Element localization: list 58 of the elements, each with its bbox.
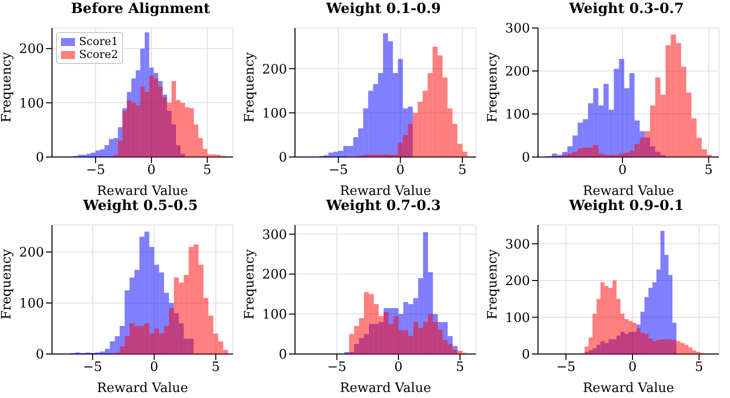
y-tick-label: 300	[505, 22, 530, 37]
y-tick-label: 100	[19, 296, 44, 312]
y-tick-label: 0	[278, 348, 287, 363]
y-tick-label: 100	[505, 108, 530, 123]
y-tick-label: 200	[262, 62, 287, 78]
y-tick-label: 200	[19, 246, 44, 261]
x-tick-label: 5	[212, 360, 220, 376]
x-tick-label: −5	[83, 360, 102, 376]
y-axis-title: Frequency	[242, 52, 258, 122]
y-tick-label: 0	[522, 348, 530, 363]
x-tick-label: 0	[628, 360, 637, 376]
y-axis-title: Frequency	[242, 248, 258, 320]
x-tick-label: −5	[328, 163, 348, 178]
y-tick-label: 0	[36, 348, 44, 363]
x-axis-title: Reward Value	[340, 184, 432, 199]
legend-label: Score2	[79, 48, 118, 61]
x-axis-title: Reward Value	[340, 381, 432, 396]
x-tick-label: 0	[618, 163, 627, 178]
x-tick-label: 0	[396, 163, 405, 178]
chart-title: Before Alignment	[70, 0, 212, 18]
x-tick-label: −5	[327, 360, 346, 376]
chart-title: Weight 0.5-0.5	[82, 197, 199, 215]
y-tick-label: 0	[278, 150, 287, 166]
chart-title: Weight 0.9-0.1	[568, 197, 685, 215]
x-tick-label: 5	[456, 360, 464, 376]
y-axis-title: Frequency	[486, 248, 501, 320]
x-axis-title: Reward Value	[96, 381, 188, 396]
legend-label: Score1	[79, 35, 118, 48]
y-tick-label: 300	[262, 228, 287, 243]
x-tick-label: 0	[147, 163, 156, 178]
x-tick-label: 0	[150, 360, 158, 376]
y-tick-label: 200	[505, 64, 530, 80]
y-tick-label: 0	[522, 150, 530, 166]
y-axis-title: Frequency	[0, 52, 15, 122]
y-tick-label: 0	[36, 150, 44, 166]
y-tick-label: 200	[505, 274, 530, 290]
y-tick-label: 100	[505, 310, 530, 326]
x-axis-title: Reward Value	[96, 184, 188, 199]
x-tick-label: 5	[203, 163, 212, 178]
x-tick-label: 5	[458, 163, 467, 178]
y-tick-label: 300	[505, 237, 530, 252]
y-axis-title: Frequency	[486, 52, 501, 122]
x-axis-title: Reward Value	[582, 184, 674, 199]
chart-title: Weight 0.3-0.7	[568, 0, 685, 18]
y-tick-label: 100	[19, 96, 44, 112]
x-tick-label: −5	[86, 163, 106, 178]
y-tick-label: 100	[262, 308, 287, 323]
y-axis-title: Frequency	[0, 248, 15, 320]
x-tick-label: −5	[556, 360, 576, 376]
x-tick-label: 0	[394, 360, 403, 376]
x-axis-title: Reward Value	[582, 381, 674, 396]
chart-title: Weight 0.1-0.9	[325, 0, 442, 18]
y-tick-label: 100	[262, 106, 287, 122]
chart-title: Weight 0.7-0.3	[325, 197, 442, 215]
x-tick-label: 5	[704, 163, 713, 178]
y-tick-label: 200	[19, 42, 44, 58]
x-tick-label: 5	[694, 360, 704, 376]
y-tick-label: 200	[262, 268, 287, 283]
